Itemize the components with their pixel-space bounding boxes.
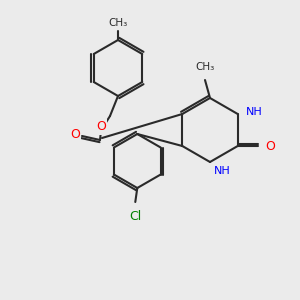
Text: NH: NH (214, 166, 231, 176)
Text: O: O (70, 128, 80, 140)
Text: O: O (266, 140, 276, 152)
Text: Cl: Cl (129, 210, 141, 223)
Text: CH₃: CH₃ (108, 18, 128, 28)
Text: O: O (96, 121, 106, 134)
Text: CH₃: CH₃ (195, 62, 214, 72)
Text: NH: NH (246, 107, 262, 117)
